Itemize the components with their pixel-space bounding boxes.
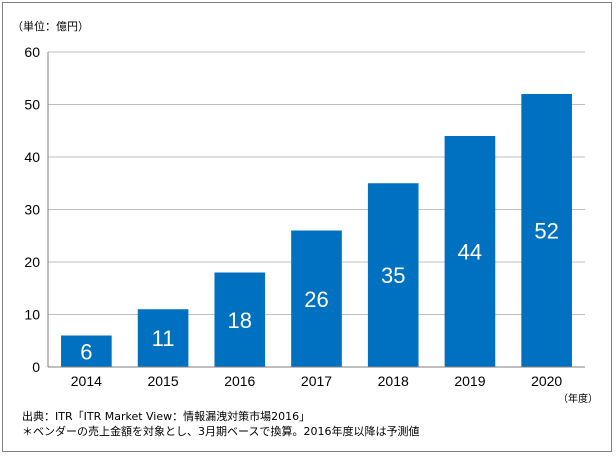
bar-value-label: 6 — [80, 339, 92, 364]
bar-value-label: 52 — [534, 219, 558, 244]
y-tick-label: 10 — [24, 307, 40, 323]
x-tick-label: 2015 — [147, 373, 178, 389]
x-tick-label: 2019 — [454, 373, 485, 389]
y-tick-label: 20 — [24, 254, 40, 270]
bar-value-label: 26 — [304, 287, 328, 312]
y-axis-unit-label: （単位：億円） — [12, 20, 89, 33]
x-tick-label: 2018 — [378, 373, 409, 389]
y-tick-label: 40 — [24, 149, 40, 165]
bar-value-label: 35 — [381, 263, 405, 288]
bar-value-label: 18 — [228, 308, 252, 333]
y-tick-label: 50 — [24, 97, 40, 113]
y-tick-label: 0 — [32, 359, 40, 375]
bar — [137, 309, 189, 367]
source-note: 出典：ITR「ITR Market View：情報漏洩対策市場2016」 — [22, 410, 311, 423]
bar-value-label: 11 — [152, 326, 175, 351]
bar-value-label: 44 — [458, 240, 482, 265]
chart-frame — [2, 2, 612, 452]
chart-notes: 出典：ITR「ITR Market View：情報漏洩対策市場2016」 ＊ベン… — [22, 409, 419, 439]
x-tick-label: 2016 — [224, 373, 255, 389]
footnote: ＊ベンダーの売上金額を対象とし、3月期ベースで換算。2016年度以降は予測値 — [22, 425, 420, 438]
bar — [444, 136, 496, 367]
bar — [521, 94, 572, 367]
y-tick-label: 30 — [24, 202, 40, 218]
bar — [367, 183, 419, 367]
x-tick-label: 2017 — [301, 373, 332, 389]
x-tick-label: 2020 — [531, 373, 562, 389]
y-tick-label: 60 — [24, 44, 40, 60]
bar — [214, 272, 266, 367]
x-tick-label: 2014 — [71, 373, 102, 389]
bar — [61, 335, 112, 367]
x-axis-unit-label: （年度） — [558, 394, 598, 405]
bar — [291, 230, 342, 367]
